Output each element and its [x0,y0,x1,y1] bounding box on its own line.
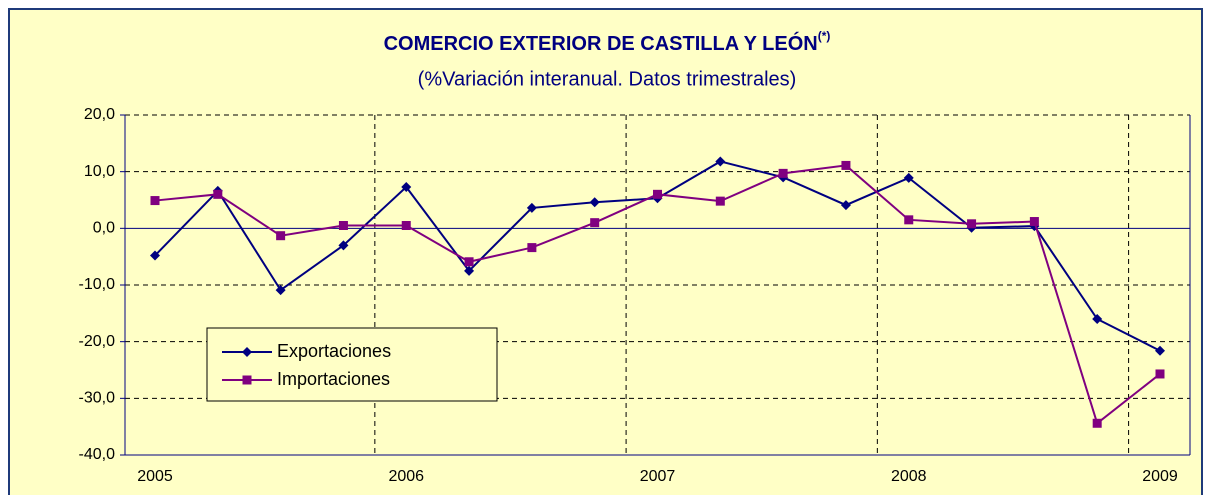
y-tick-label: 10,0 [84,163,115,180]
marker [904,215,914,225]
marker [401,221,411,230]
marker [150,196,160,206]
marker [276,231,286,241]
x-tick-label: 2006 [388,468,424,485]
chart-background [8,8,1203,495]
marker [653,189,662,199]
marker [526,202,537,213]
marker [840,200,851,211]
chart-title: COMERCIO EXTERIOR DE CASTILLA Y LEÓN(*) [384,29,831,55]
legend-box [206,327,498,402]
marker [242,375,252,385]
marker [1092,418,1102,428]
title-text: COMERCIO EXTERIOR DE CASTILLA Y LEÓN [384,31,818,55]
marker [1092,314,1103,324]
marker [1155,345,1165,356]
marker [778,168,788,178]
marker [903,172,914,183]
marker [464,257,474,267]
marker [527,243,537,253]
y-tick-label: -20,0 [79,333,116,350]
legend-label: Exportaciones [277,341,391,361]
marker [841,160,851,170]
marker [338,221,348,230]
chart-subtitle: (%Variación interanual. Datos trimestral… [418,68,797,90]
marker [590,218,600,228]
marker [715,156,726,167]
x-tick-label: 2005 [137,468,173,485]
x-tick-label: 2008 [891,468,927,485]
marker [967,219,977,229]
marker [338,240,349,251]
y-tick-label: 0,0 [93,220,115,237]
title-note: (*) [818,29,831,43]
marker [401,181,412,192]
y-tick-label: -10,0 [79,276,116,293]
marker [242,347,252,357]
marker [589,197,600,208]
y-tick-label: -40,0 [79,446,116,463]
x-tick-label: 2007 [640,468,676,485]
y-tick-label: -30,0 [79,390,116,407]
x-tick-label: 2009 [1142,468,1178,485]
legend-label: Importaciones [277,369,390,389]
marker [150,250,160,261]
marker [715,196,725,206]
marker [464,265,475,276]
marker [1155,369,1165,379]
marker [213,189,223,199]
y-tick-label: 20,0 [84,106,115,123]
marker [275,285,286,296]
marker [1029,217,1039,227]
